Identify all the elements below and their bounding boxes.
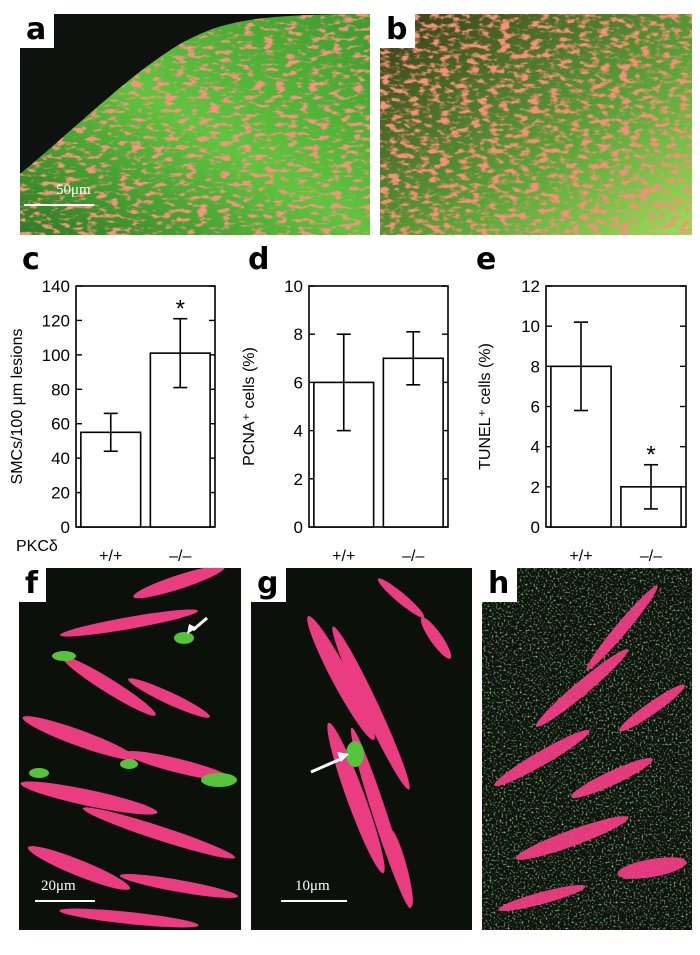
y-tick-label: 10: [521, 317, 540, 336]
y-tick-label: 6: [294, 373, 303, 392]
row-label-pkc: PKCδ: [16, 538, 58, 555]
y-axis-label: PCNA⁺ cells (%): [241, 347, 258, 466]
y-tick-label: 0: [531, 518, 540, 537]
category-label: +/+: [569, 548, 592, 565]
panel-label-h: h: [482, 568, 518, 602]
chart-tunel: 0 2 4 6 8 10 12 TUNEL⁺ cells (%) +/+ –/– *: [477, 277, 687, 565]
significance-marker: *: [646, 442, 655, 469]
y-axis-label: SMCs/100 μm lesions: [9, 329, 26, 485]
panel-label-g: g: [251, 568, 287, 602]
y-axis-label: TUNEL⁺ cells (%): [477, 343, 494, 470]
plot-frame: [75, 285, 216, 528]
y-tick-label: 100: [42, 346, 70, 365]
category-label: –/–: [169, 548, 191, 565]
micrograph-a: a 50μm: [20, 14, 370, 235]
scale-label-g: 10μm: [295, 878, 330, 894]
chart-smcs: 0 20 40 60 80 100 120 140 SMCs/100 μm lesions +/+…: [9, 277, 216, 565]
panel-label-b: b: [380, 14, 416, 48]
micrograph-b: b: [380, 14, 692, 235]
category-label: –/–: [640, 548, 662, 565]
y-tick-label: 2: [294, 470, 303, 489]
panel-label-f: f: [19, 568, 47, 602]
micrograph-h: h: [482, 568, 692, 930]
y-tick-label: 4: [294, 422, 303, 441]
bar-knockout: [149, 352, 211, 528]
y-tick-label: 140: [42, 277, 70, 296]
y-tick-label: 20: [51, 484, 70, 503]
y-tick-label: 8: [294, 325, 303, 344]
category-label: +/+: [332, 548, 355, 565]
chart-pcna: 0 2 4 6 8 10 PCNA⁺ cells (%) +/+ –/–: [241, 277, 449, 565]
micrograph-g: g 10μm: [251, 568, 472, 930]
y-tick-label: 12: [521, 277, 540, 296]
y-tick-label: 0: [294, 518, 303, 537]
panel-label-c: c: [22, 242, 40, 277]
y-tick-label: 0: [61, 518, 70, 537]
panel-label-e: e: [476, 242, 497, 277]
plot-frame: [308, 285, 449, 528]
scale-label-f: 20μm: [41, 878, 76, 894]
bar-knockout: [382, 357, 444, 528]
y-tick-label: 4: [531, 438, 540, 457]
panel-label-d: d: [248, 242, 270, 277]
category-label: +/+: [99, 548, 122, 565]
y-tick-label: 8: [531, 357, 540, 376]
micrograph-f: f 20μm: [19, 568, 241, 930]
y-tick-label: 10: [284, 277, 303, 296]
y-tick-label: 60: [51, 415, 70, 434]
y-tick-label: 6: [531, 398, 540, 417]
y-tick-label: 80: [51, 380, 70, 399]
panel-label-a: a: [20, 14, 55, 48]
y-tick-label: 120: [42, 311, 70, 330]
scale-label-a: 50μm: [56, 182, 91, 198]
y-tick-label: 2: [531, 478, 540, 497]
y-tick-label: 40: [51, 449, 70, 468]
category-label: –/–: [402, 548, 424, 565]
significance-marker: *: [176, 296, 185, 323]
